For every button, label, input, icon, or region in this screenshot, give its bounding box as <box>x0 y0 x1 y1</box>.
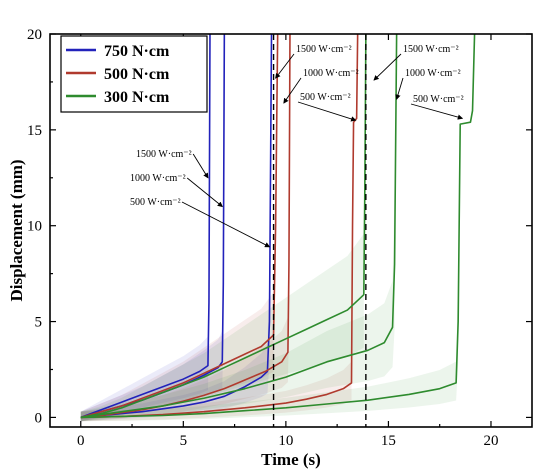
annotation-arrow <box>192 153 209 179</box>
legend-label: 500 N·cm <box>104 66 170 83</box>
x-tick-label: 15 <box>381 433 396 449</box>
uncertainty-band <box>80 189 395 422</box>
x-tick-label: 0 <box>77 433 85 449</box>
power-annotation: 1500 W·cm⁻² <box>403 44 459 55</box>
series-lines <box>80 33 476 419</box>
power-annotation: 1500 W·cm⁻² <box>136 149 192 160</box>
annotation-arrow <box>410 103 464 120</box>
annotation-arrow <box>275 53 295 79</box>
x-axis-title: Time (s) <box>261 450 321 469</box>
series-line <box>80 33 398 419</box>
series-line <box>80 33 367 419</box>
series-line <box>80 33 211 419</box>
power-annotation: 500 W·cm⁻² <box>300 92 351 103</box>
series-line <box>80 33 291 419</box>
plot-frame <box>49 33 533 428</box>
uncertainty-band <box>80 244 209 422</box>
x-tick-label: 20 <box>483 433 498 449</box>
y-tick-label: 15 <box>27 123 42 139</box>
annotation-arrow <box>283 77 302 104</box>
uncertainty-band <box>80 361 352 422</box>
annotation-arrow <box>181 201 271 248</box>
power-annotation: 500 W·cm⁻² <box>130 197 181 208</box>
reference-lines <box>272 34 367 427</box>
series-line <box>80 33 273 419</box>
x-tick-label: 10 <box>278 433 293 449</box>
y-tick-label: 10 <box>27 219 42 235</box>
legend: 750 N·cm 500 N·cm 300 N·cm <box>60 35 208 113</box>
series-line <box>80 33 476 419</box>
uncertainty-band <box>80 189 289 422</box>
uncertainty-band <box>80 292 274 422</box>
annotation-arrow <box>395 77 404 101</box>
series-line <box>80 33 359 419</box>
y-axis-title: Displacement (mm) <box>7 159 26 301</box>
uncertainty-bands <box>80 189 459 422</box>
uncertainty-band <box>80 217 224 422</box>
uncertainty-band <box>80 272 270 422</box>
uncertainty-band <box>80 233 364 422</box>
power-annotation: 500 W·cm⁻² <box>413 94 464 105</box>
legend-label: 300 N·cm <box>104 89 170 106</box>
y-tick-label: 5 <box>35 315 43 331</box>
annotation-arrow <box>297 101 357 122</box>
legend-label: 750 N·cm <box>104 43 170 60</box>
power-annotation: 1000 W·cm⁻² <box>405 68 461 79</box>
power-annotation: 1000 W·cm⁻² <box>130 173 186 184</box>
power-annotation: 1500 W·cm⁻² <box>296 44 352 55</box>
axis-ticks: 0 5 10 15 20 0 5 10 15 20 <box>27 27 532 449</box>
annotation-arrow <box>186 177 223 208</box>
power-annotation: 1000 W·cm⁻² <box>303 68 359 79</box>
annotations: 1500 W·cm⁻² 1000 W·cm⁻² 500 W·cm⁻² 1500 W·c… <box>130 44 464 248</box>
y-tick-label: 0 <box>35 410 43 426</box>
y-tick-label: 20 <box>27 27 42 43</box>
x-tick-label: 5 <box>180 433 188 449</box>
annotation-arrow <box>373 53 402 81</box>
